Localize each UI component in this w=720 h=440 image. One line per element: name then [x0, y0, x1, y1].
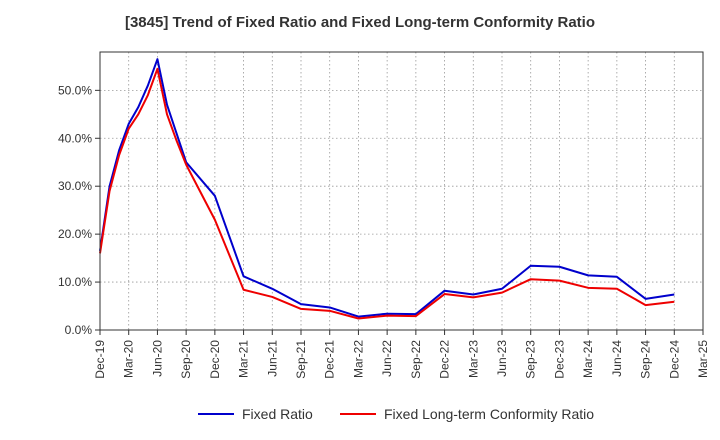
x-tick-label: Mar-24: [581, 340, 595, 378]
x-tick-label: Sep-21: [294, 340, 308, 379]
x-tick-label: Jun-22: [380, 340, 394, 377]
x-axis-ticks: Dec-19 Mar-20 Jun-20 Sep-20 Dec-20 Mar-21 Jun-…: [93, 330, 710, 379]
y-tick-label: 10.0%: [58, 275, 92, 289]
x-tick-label: Mar-23: [466, 340, 480, 378]
y-tick-label: 20.0%: [58, 227, 92, 241]
x-tick-label: Sep-24: [639, 340, 653, 379]
legend: Fixed Ratio Fixed Long-term Conformity Ra…: [198, 406, 594, 422]
x-tick-label: Sep-22: [409, 340, 423, 379]
x-tick-label: Mar-22: [351, 340, 365, 378]
x-tick-label: Dec-20: [208, 340, 222, 379]
x-tick-label: Mar-21: [237, 340, 251, 378]
x-tick-label: Dec-21: [323, 340, 337, 379]
x-tick-label: Mar-25: [696, 340, 710, 378]
x-tick-label: Dec-24: [667, 340, 681, 379]
grid-lines: [100, 52, 703, 330]
x-tick-label: Jun-24: [610, 340, 624, 377]
y-tick-label: 50.0%: [58, 83, 92, 97]
series-line-2: [99, 67, 675, 320]
y-axis-ticks: 0.0% 10.0% 20.0% 30.0% 40.0% 50.0%: [58, 83, 100, 337]
y-tick-label: 30.0%: [58, 179, 92, 193]
x-tick-label: Dec-22: [438, 340, 452, 379]
series-line-1: [99, 58, 675, 318]
plot-frame: [99, 51, 704, 331]
y-tick-label: 0.0%: [65, 323, 93, 337]
legend-label-1: Fixed Ratio: [242, 406, 313, 422]
series-lines: [99, 58, 675, 320]
x-tick-label: Jun-20: [150, 340, 164, 377]
x-tick-label: Dec-23: [552, 340, 566, 379]
x-tick-label: Sep-23: [524, 340, 538, 379]
legend-label-2: Fixed Long-term Conformity Ratio: [384, 406, 594, 422]
chart-title: [3845] Trend of Fixed Ratio and Fixed Lo…: [124, 14, 596, 31]
x-tick-label: Mar-20: [122, 340, 136, 378]
y-tick-label: 40.0%: [58, 131, 92, 145]
x-tick-label: Sep-20: [179, 340, 193, 379]
x-tick-label: Dec-19: [93, 340, 107, 379]
x-tick-label: Jun-21: [265, 340, 279, 377]
x-tick-label: Jun-23: [495, 340, 509, 377]
